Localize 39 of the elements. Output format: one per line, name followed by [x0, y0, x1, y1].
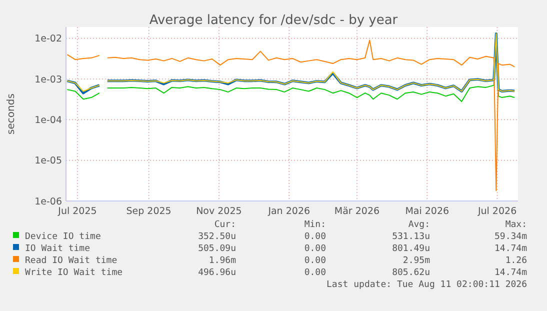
legend-label: IO Wait time [25, 244, 90, 254]
text: Last update: Tue Aug 11 02:00:11 2026 [326, 280, 527, 290]
x-tick-label: Jul 2025 [57, 206, 97, 217]
text: 0.00 [304, 244, 326, 254]
chart-title: Average latency for /dev/sdc - by year [149, 13, 398, 28]
text: 352.50u [198, 232, 236, 242]
text: 805.62u [392, 268, 430, 278]
y-tick-label: 1e-04 [34, 114, 62, 126]
text: 14.74m [494, 244, 527, 254]
y-tick-label: 1e-05 [34, 156, 62, 167]
legend-label: Write IO Wait time [25, 268, 123, 278]
text: 0.00 [304, 256, 326, 266]
text: 0.00 [304, 232, 326, 242]
x-tick-label: Jul 2026 [476, 206, 517, 217]
text: 0.00 [304, 268, 326, 278]
text: 59.34m [494, 232, 527, 242]
text: 505.09u [198, 244, 236, 254]
y-axis-title: seconds [6, 94, 17, 134]
legend-label: Read IO Wait time [25, 256, 118, 266]
text: 1.96m [208, 256, 236, 266]
text: 1.26 [505, 256, 527, 266]
text: Max: [505, 220, 527, 230]
text: Avg: [408, 220, 430, 230]
x-tick-label: Mai 2026 [405, 206, 450, 217]
x-tick-label: Mär 2026 [334, 206, 380, 217]
text: 801.49u [392, 244, 430, 254]
text: 496.96u [198, 268, 236, 278]
y-tick-label: 1e-06 [34, 196, 62, 208]
x-tick-label: Jan 2026 [267, 206, 310, 217]
text: 2.95m [402, 256, 430, 266]
y-tick-label: 1e-02 [34, 34, 62, 45]
legend-label: Device IO time [25, 232, 101, 242]
text: Cur: [214, 220, 236, 230]
text: 531.13u [392, 232, 430, 242]
text: Min: [304, 220, 326, 230]
x-tick-label: Sep 2025 [126, 206, 172, 217]
y-tick-label: 1e-03 [34, 74, 62, 86]
x-tick-label: Nov 2025 [196, 206, 242, 217]
text: 14.74m [494, 268, 527, 278]
